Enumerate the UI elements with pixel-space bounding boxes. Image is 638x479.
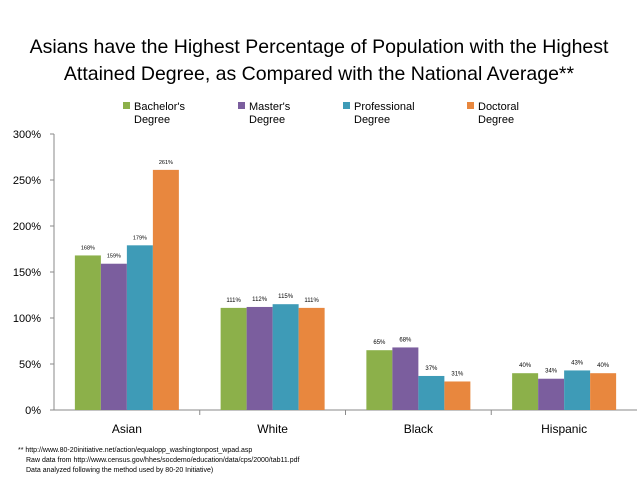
bar — [272, 304, 299, 410]
bar — [126, 245, 153, 410]
y-tick-label: 0% — [25, 405, 41, 417]
bar — [564, 370, 591, 410]
legend-swatch — [238, 102, 245, 109]
y-tick-label: 200% — [13, 221, 41, 233]
footnote-line-3: Data analyzed following the method used … — [26, 467, 214, 474]
legend-swatch — [467, 102, 474, 109]
bar — [444, 381, 471, 410]
legend-label: Professional — [354, 101, 415, 113]
legend-swatch — [343, 102, 350, 109]
legend-label: Master's — [249, 101, 291, 113]
data-label: 261% — [159, 160, 173, 166]
legend-label: Degree — [478, 114, 514, 126]
data-label: 34% — [545, 369, 558, 375]
y-tick-label: 50% — [19, 359, 41, 371]
bar — [246, 306, 273, 410]
footnote-line-2: Raw data from http://www.census.gov/hhes… — [26, 457, 300, 464]
y-tick-label: 150% — [13, 267, 41, 279]
x-tick-label: Hispanic — [541, 422, 587, 436]
legend-label: Bachelor's — [134, 101, 186, 113]
data-label: 111% — [304, 298, 319, 304]
chart-title-line-1: Asians have the Highest Percentage of Po… — [29, 36, 609, 58]
bar — [100, 263, 127, 410]
bar — [418, 375, 445, 410]
data-label: 115% — [278, 294, 294, 300]
y-tick-label: 100% — [13, 313, 41, 325]
data-label: 179% — [133, 235, 147, 241]
data-label: 37% — [425, 366, 438, 372]
bar — [366, 350, 393, 410]
y-tick-label: 250% — [13, 175, 41, 187]
legend-label: Degree — [354, 114, 390, 126]
x-tick-label: Black — [404, 422, 434, 436]
legend-swatch — [123, 102, 130, 109]
data-label: 168% — [81, 245, 95, 251]
bar — [74, 255, 101, 410]
chart-title: Asians have the Highest Percentage of Po… — [0, 34, 638, 88]
legend-label: Degree — [249, 114, 285, 126]
bar — [512, 373, 539, 410]
data-label: 43% — [571, 360, 584, 366]
legend-label: Degree — [134, 114, 170, 126]
y-tick-label: 300% — [13, 129, 41, 141]
bar — [152, 169, 179, 410]
data-label: 68% — [399, 337, 412, 343]
footnote-line-1: ** http://www.80-20initiative.net/action… — [18, 447, 253, 454]
x-tick-label: Asian — [112, 422, 142, 436]
data-label: 159% — [107, 254, 121, 260]
bar — [298, 307, 325, 410]
x-tick-label: White — [257, 422, 288, 436]
data-label: 40% — [519, 363, 532, 369]
bar — [538, 378, 565, 410]
bar — [590, 373, 617, 410]
data-label: 111% — [226, 298, 241, 304]
data-label: 40% — [597, 363, 610, 369]
data-label: 65% — [373, 340, 386, 346]
footnote: ** http://www.80-20initiative.net/action… — [18, 446, 299, 476]
bar — [220, 307, 247, 410]
legend-label: Doctoral — [478, 101, 519, 113]
chart-title-line-2: Attained Degree, as Compared with the Na… — [63, 63, 575, 85]
data-label: 112% — [252, 297, 268, 303]
bar — [392, 347, 419, 410]
data-label: 31% — [451, 371, 464, 377]
